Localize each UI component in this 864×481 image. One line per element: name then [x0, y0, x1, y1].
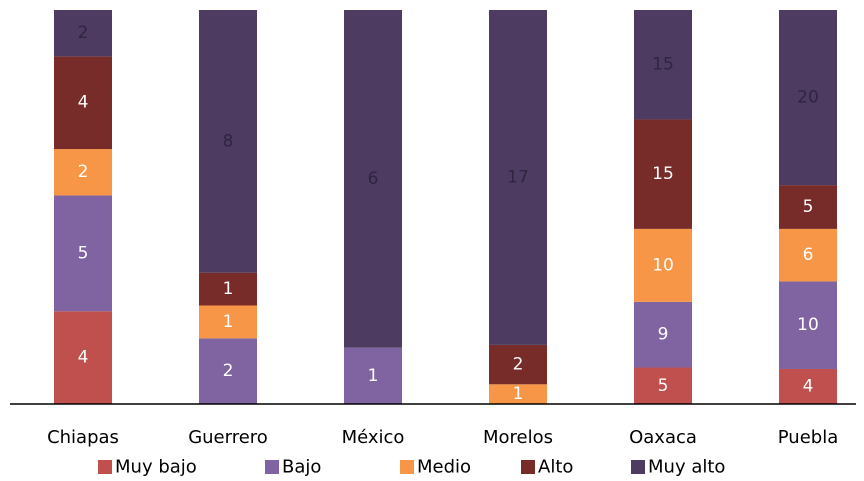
- legend: Muy bajo Bajo Medio Alto Muy alto: [98, 457, 725, 478]
- data-label-chiapas-medio: 2: [78, 162, 89, 182]
- data-label-puebla-alto: 5: [803, 197, 814, 217]
- data-label-mexico-bajo: 1: [368, 366, 379, 386]
- data-label-oaxaca-muy-alto: 15: [652, 55, 674, 75]
- bar-segment-chiapas-muy-bajo: [54, 311, 112, 404]
- bar-segment-puebla-bajo: [779, 281, 837, 369]
- data-label-puebla-medio: 6: [803, 245, 814, 265]
- category-label-mexico: México: [342, 427, 405, 448]
- bar-segment-chiapas-bajo: [54, 195, 112, 312]
- bar-segment-morelos-alto: [489, 344, 547, 385]
- bar-segment-guerrero-muy-alto: [199, 10, 257, 273]
- bar-segment-oaxaca-alto: [634, 119, 692, 229]
- legend-label-muy-bajo: Muy bajo: [115, 457, 197, 478]
- data-label-oaxaca-bajo: 9: [658, 325, 669, 345]
- legend-label-medio: Medio: [417, 457, 471, 478]
- category-label-guerrero: Guerrero: [188, 427, 268, 448]
- bar-segment-oaxaca-muy-bajo: [634, 367, 692, 404]
- data-label-guerrero-alto: 1: [223, 279, 234, 299]
- bar-segment-mexico-muy-alto: [344, 10, 402, 348]
- bar-segment-oaxaca-medio: [634, 228, 692, 302]
- data-label-puebla-muy-bajo: 4: [803, 376, 814, 396]
- data-label-oaxaca-medio: 10: [652, 255, 674, 275]
- bar-segment-guerrero-alto: [199, 272, 257, 306]
- data-label-guerrero-medio: 1: [223, 312, 234, 332]
- bar-segment-chiapas-alto: [54, 56, 112, 150]
- bar-segment-oaxaca-muy-alto: [634, 10, 692, 120]
- bar-segment-chiapas-muy-alto: [54, 10, 112, 57]
- legend-swatch-alto: [521, 460, 535, 474]
- bar-segment-morelos-muy-alto: [489, 10, 547, 345]
- category-label-chiapas: Chiapas: [47, 427, 119, 448]
- bar-segment-puebla-muy-bajo: [779, 368, 837, 404]
- data-label-puebla-muy-alto: 20: [797, 88, 819, 108]
- bar-segment-puebla-muy-alto: [779, 10, 837, 186]
- bar-segment-guerrero-bajo: [199, 338, 257, 404]
- data-label-guerrero-bajo: 2: [223, 361, 234, 381]
- bar-segment-morelos-medio: [489, 384, 547, 404]
- category-label-oaxaca: Oaxaca: [629, 427, 697, 448]
- data-label-morelos-medio: 1: [513, 384, 524, 404]
- category-label-morelos: Morelos: [483, 427, 553, 448]
- data-label-chiapas-muy-alto: 2: [78, 23, 89, 43]
- data-label-morelos-muy-alto: 17: [507, 167, 529, 187]
- legend-label-alto: Alto: [538, 457, 573, 478]
- data-label-chiapas-alto: 4: [78, 93, 89, 113]
- data-label-puebla-bajo: 10: [797, 315, 819, 335]
- legend-swatch-bajo: [265, 460, 279, 474]
- legend-swatch-medio: [400, 460, 414, 474]
- data-label-oaxaca-muy-bajo: 5: [658, 376, 669, 396]
- legend-swatch-muy-alto: [631, 460, 645, 474]
- data-label-mexico-muy-alto: 6: [368, 169, 379, 189]
- category-label-puebla: Puebla: [778, 427, 838, 448]
- data-label-guerrero-muy-alto: 8: [223, 131, 234, 151]
- bar-segment-puebla-alto: [779, 185, 837, 229]
- legend-swatch-muy-bajo: [98, 460, 112, 474]
- data-label-morelos-alto: 2: [513, 355, 524, 375]
- category-labels: Chiapas Guerrero México Morelos Oaxaca Puebla: [47, 427, 838, 448]
- bar-segment-guerrero-medio: [199, 305, 257, 339]
- data-label-chiapas-muy-bajo: 4: [78, 348, 89, 368]
- legend-label-bajo: Bajo: [282, 457, 321, 478]
- data-label-chiapas-bajo: 5: [78, 243, 89, 263]
- bar-segment-chiapas-medio: [54, 149, 112, 196]
- bar-segment-mexico-bajo: [344, 347, 402, 404]
- legend-label-muy-alto: Muy alto: [648, 457, 725, 478]
- data-label-oaxaca-alto: 15: [652, 164, 674, 184]
- bar-segment-oaxaca-bajo: [634, 301, 692, 368]
- bars-group: 4 5 2 4 2 2 1 1 8 1 6 1 2 17 5 9 10 15 15 4 10 6 5 20: [54, 10, 837, 404]
- bar-segment-puebla-medio: [779, 228, 837, 282]
